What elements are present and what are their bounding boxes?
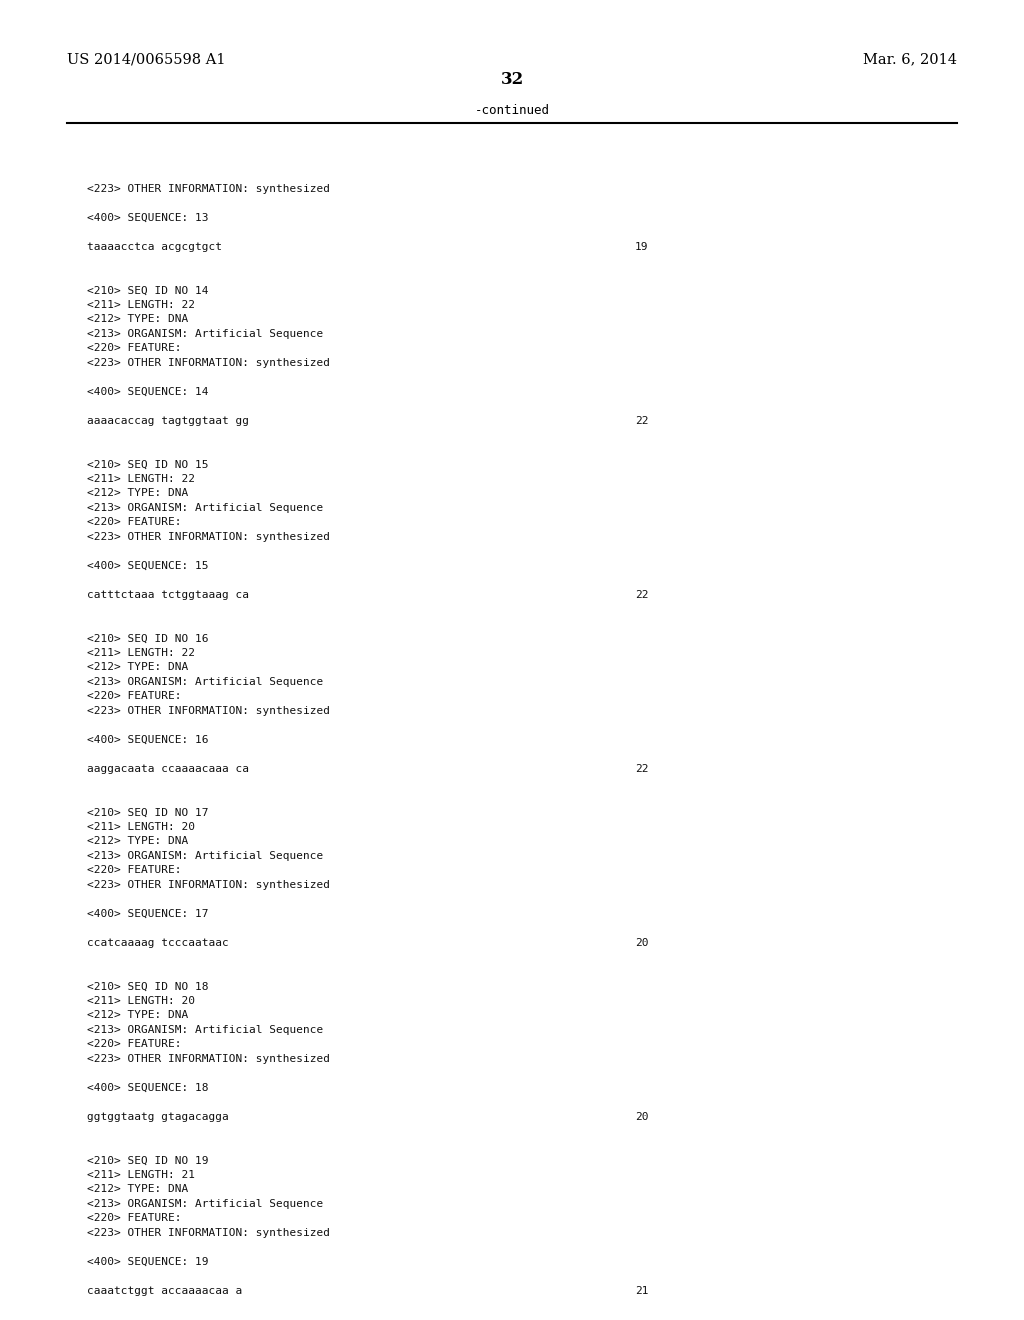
Text: 21: 21 xyxy=(635,1286,648,1296)
Text: <213> ORGANISM: Artificial Sequence: <213> ORGANISM: Artificial Sequence xyxy=(87,329,324,339)
Text: <212> TYPE: DNA: <212> TYPE: DNA xyxy=(87,1184,188,1195)
Text: 22: 22 xyxy=(635,590,648,599)
Text: <213> ORGANISM: Artificial Sequence: <213> ORGANISM: Artificial Sequence xyxy=(87,677,324,686)
Text: <213> ORGANISM: Artificial Sequence: <213> ORGANISM: Artificial Sequence xyxy=(87,851,324,861)
Text: <400> SEQUENCE: 14: <400> SEQUENCE: 14 xyxy=(87,387,209,397)
Text: <211> LENGTH: 20: <211> LENGTH: 20 xyxy=(87,822,195,832)
Text: <223> OTHER INFORMATION: synthesized: <223> OTHER INFORMATION: synthesized xyxy=(87,183,330,194)
Text: ggtggtaatg gtagacagga: ggtggtaatg gtagacagga xyxy=(87,1111,228,1122)
Text: <212> TYPE: DNA: <212> TYPE: DNA xyxy=(87,314,188,325)
Text: 20: 20 xyxy=(635,1111,648,1122)
Text: <220> FEATURE:: <220> FEATURE: xyxy=(87,1039,181,1049)
Text: <212> TYPE: DNA: <212> TYPE: DNA xyxy=(87,488,188,499)
Text: <223> OTHER INFORMATION: synthesized: <223> OTHER INFORMATION: synthesized xyxy=(87,358,330,368)
Text: 20: 20 xyxy=(635,939,648,948)
Text: <212> TYPE: DNA: <212> TYPE: DNA xyxy=(87,837,188,846)
Text: <220> FEATURE:: <220> FEATURE: xyxy=(87,692,181,701)
Text: <211> LENGTH: 22: <211> LENGTH: 22 xyxy=(87,474,195,484)
Text: caaatctggt accaaaacaa a: caaatctggt accaaaacaa a xyxy=(87,1286,243,1296)
Text: 22: 22 xyxy=(635,416,648,426)
Text: US 2014/0065598 A1: US 2014/0065598 A1 xyxy=(67,53,225,66)
Text: <212> TYPE: DNA: <212> TYPE: DNA xyxy=(87,1010,188,1020)
Text: <212> TYPE: DNA: <212> TYPE: DNA xyxy=(87,663,188,672)
Text: aaggacaata ccaaaacaaa ca: aaggacaata ccaaaacaaa ca xyxy=(87,764,249,774)
Text: 19: 19 xyxy=(635,242,648,252)
Text: <220> FEATURE:: <220> FEATURE: xyxy=(87,866,181,875)
Text: ccatcaaaag tcccaataac: ccatcaaaag tcccaataac xyxy=(87,939,228,948)
Text: <400> SEQUENCE: 18: <400> SEQUENCE: 18 xyxy=(87,1082,209,1093)
Text: <223> OTHER INFORMATION: synthesized: <223> OTHER INFORMATION: synthesized xyxy=(87,1228,330,1238)
Text: <210> SEQ ID NO 15: <210> SEQ ID NO 15 xyxy=(87,459,209,470)
Text: <210> SEQ ID NO 19: <210> SEQ ID NO 19 xyxy=(87,1155,209,1166)
Text: <210> SEQ ID NO 17: <210> SEQ ID NO 17 xyxy=(87,808,209,817)
Text: <211> LENGTH: 22: <211> LENGTH: 22 xyxy=(87,300,195,310)
Text: <210> SEQ ID NO 14: <210> SEQ ID NO 14 xyxy=(87,285,209,296)
Text: <220> FEATURE:: <220> FEATURE: xyxy=(87,1213,181,1224)
Text: aaaacaccag tagtggtaat gg: aaaacaccag tagtggtaat gg xyxy=(87,416,249,426)
Text: <400> SEQUENCE: 16: <400> SEQUENCE: 16 xyxy=(87,735,209,744)
Text: <211> LENGTH: 22: <211> LENGTH: 22 xyxy=(87,648,195,657)
Text: <400> SEQUENCE: 19: <400> SEQUENCE: 19 xyxy=(87,1257,209,1267)
Text: <223> OTHER INFORMATION: synthesized: <223> OTHER INFORMATION: synthesized xyxy=(87,1053,330,1064)
Text: <223> OTHER INFORMATION: synthesized: <223> OTHER INFORMATION: synthesized xyxy=(87,880,330,890)
Text: <220> FEATURE:: <220> FEATURE: xyxy=(87,343,181,354)
Text: <400> SEQUENCE: 15: <400> SEQUENCE: 15 xyxy=(87,561,209,570)
Text: <213> ORGANISM: Artificial Sequence: <213> ORGANISM: Artificial Sequence xyxy=(87,503,324,512)
Text: <213> ORGANISM: Artificial Sequence: <213> ORGANISM: Artificial Sequence xyxy=(87,1199,324,1209)
Text: catttctaaa tctggtaaag ca: catttctaaa tctggtaaag ca xyxy=(87,590,249,599)
Text: <223> OTHER INFORMATION: synthesized: <223> OTHER INFORMATION: synthesized xyxy=(87,706,330,715)
Text: <223> OTHER INFORMATION: synthesized: <223> OTHER INFORMATION: synthesized xyxy=(87,532,330,541)
Text: <400> SEQUENCE: 13: <400> SEQUENCE: 13 xyxy=(87,213,209,223)
Text: <210> SEQ ID NO 16: <210> SEQ ID NO 16 xyxy=(87,634,209,643)
Text: <211> LENGTH: 20: <211> LENGTH: 20 xyxy=(87,995,195,1006)
Text: Mar. 6, 2014: Mar. 6, 2014 xyxy=(863,53,957,66)
Text: <210> SEQ ID NO 18: <210> SEQ ID NO 18 xyxy=(87,981,209,991)
Text: <213> ORGANISM: Artificial Sequence: <213> ORGANISM: Artificial Sequence xyxy=(87,1024,324,1035)
Text: <211> LENGTH: 21: <211> LENGTH: 21 xyxy=(87,1170,195,1180)
Text: <220> FEATURE:: <220> FEATURE: xyxy=(87,517,181,527)
Text: <400> SEQUENCE: 17: <400> SEQUENCE: 17 xyxy=(87,909,209,919)
Text: taaaacctca acgcgtgct: taaaacctca acgcgtgct xyxy=(87,242,222,252)
Text: -continued: -continued xyxy=(474,104,550,117)
Text: 22: 22 xyxy=(635,764,648,774)
Text: 32: 32 xyxy=(501,71,523,87)
